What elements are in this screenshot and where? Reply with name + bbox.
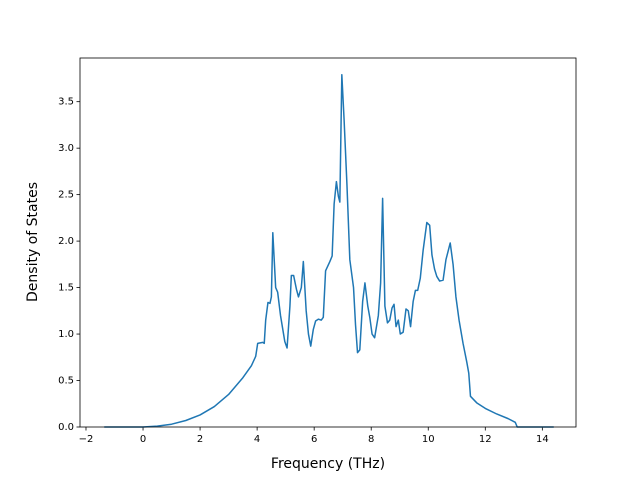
x-tick-label: 8 [368, 434, 374, 445]
y-tick-label: 0.5 [58, 376, 74, 387]
y-tick-label: 3.5 [58, 97, 74, 108]
y-axis-label: Density of States [25, 182, 41, 302]
y-tick-label: 0.0 [58, 422, 74, 433]
x-tick-label: 0 [140, 434, 146, 445]
x-tick-label: 12 [479, 434, 492, 445]
y-tick-label: 2.0 [58, 236, 74, 247]
y-tick-label: 1.0 [58, 329, 74, 340]
x-axis-label: Frequency (THz) [271, 456, 385, 472]
x-tick-label: 14 [536, 434, 549, 445]
data-line [104, 73, 554, 428]
x-tick-label: 10 [422, 434, 435, 445]
y-tick-label: 3.0 [58, 143, 74, 154]
x-tick-label: 4 [254, 434, 260, 445]
x-tick-label: 2 [197, 434, 203, 445]
x-tick-label: 6 [311, 434, 317, 445]
x-tick-label: −2 [79, 434, 94, 445]
y-tick-label: 2.5 [58, 190, 74, 201]
plot-frame [79, 57, 577, 428]
y-tick-label: 1.5 [58, 283, 74, 294]
